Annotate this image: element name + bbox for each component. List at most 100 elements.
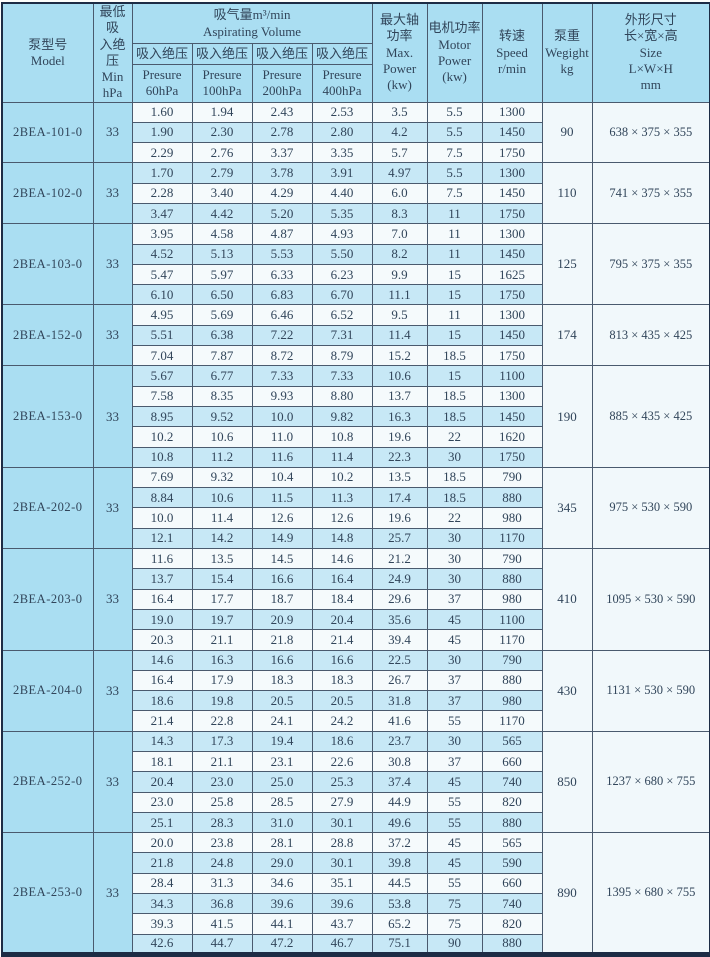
table-row: 3.47 4.42 5.20 5.35 8.3 11 1750	[2, 202, 710, 225]
volume-200hpa-cell: 16.6	[251, 568, 313, 590]
volume-400hpa-cell: 2.53	[311, 101, 373, 123]
volume-60hpa-cell: 42.6	[131, 933, 193, 955]
volume-60hpa-cell: 1.70	[131, 162, 193, 184]
motor-power-cell: 55	[426, 872, 483, 895]
volume-100hpa-cell: 44.7	[191, 933, 253, 955]
volume-200hpa-cell: 29.0	[251, 852, 313, 874]
volume-60hpa-cell: 19.0	[131, 608, 193, 631]
motor-power-cell: 30	[426, 527, 483, 550]
model-cell: 2BEA-253-0	[1, 832, 94, 955]
speed-cell: 1170	[481, 527, 543, 550]
volume-100hpa-cell: 8.35	[191, 385, 253, 407]
volume-400hpa-cell: 8.80	[311, 385, 373, 407]
min-pressure-cell: 33	[92, 304, 133, 367]
motor-power-cell: 30	[426, 568, 483, 590]
volume-200hpa-cell: 47.2	[251, 933, 313, 955]
volume-200hpa-cell: 9.93	[251, 385, 313, 407]
volume-60hpa-cell: 4.52	[131, 243, 193, 265]
volume-200hpa-cell: 14.5	[251, 548, 313, 570]
max-power-cell: 10.6	[371, 365, 428, 387]
volume-400hpa-cell: 24.2	[311, 710, 373, 732]
volume-60hpa-cell: 39.3	[131, 913, 193, 935]
size-cell: 1237 × 680 × 755	[591, 730, 710, 834]
volume-100hpa-cell: 11.4	[191, 507, 253, 529]
table-row: 42.6 44.7 47.2 46.7 75.1 90 880	[2, 933, 710, 955]
max-power-cell: 26.7	[371, 669, 428, 692]
model-cell: 2BEA-152-0	[1, 304, 94, 367]
speed-cell: 1750	[481, 202, 543, 225]
volume-100hpa-cell: 11.2	[191, 446, 253, 468]
volume-400hpa-cell: 46.7	[311, 933, 373, 955]
volume-400hpa-cell: 2.80	[311, 121, 373, 144]
table-row: 39.3 41.5 44.1 43.7 65.2 75 820	[2, 913, 710, 935]
motor-power-cell: 37	[426, 750, 483, 773]
col-header-pressure-100: Presure 100hPa	[191, 63, 253, 103]
volume-60hpa-cell: 20.4	[131, 771, 193, 793]
speed-cell: 1300	[481, 304, 543, 326]
motor-power-cell: 30	[426, 730, 483, 753]
volume-60hpa-cell: 8.95	[131, 405, 193, 428]
motor-power-cell: 90	[426, 933, 483, 955]
volume-60hpa-cell: 2.29	[131, 142, 193, 164]
weight-cell: 890	[541, 832, 593, 955]
table-row: 4.52 5.13 5.53 5.50 8.2 11 1450	[2, 243, 710, 265]
max-power-cell: 8.2	[371, 243, 428, 265]
volume-400hpa-cell: 30.1	[311, 811, 373, 834]
volume-400hpa-cell: 3.91	[311, 162, 373, 184]
table-row: 2BEA-101-0 33 1.60 1.94 2.43 2.53 3.5 5.5 1300 90…	[1, 101, 710, 164]
col-header-pressure-200-label: 吸入绝压	[251, 43, 313, 65]
volume-60hpa-cell: 3.47	[131, 202, 193, 225]
speed-cell: 880	[481, 811, 543, 834]
volume-400hpa-cell: 7.31	[311, 324, 373, 347]
volume-60hpa-cell: 13.7	[131, 568, 193, 590]
volume-100hpa-cell: 28.3	[191, 811, 253, 834]
volume-100hpa-cell: 41.5	[191, 913, 253, 935]
col-header-aspirating-volume: 吸气量m³/min Aspirating Volume	[131, 2, 373, 45]
volume-100hpa-cell: 17.3	[191, 730, 253, 753]
volume-200hpa-cell: 14.9	[251, 527, 313, 550]
motor-power-cell: 45	[426, 608, 483, 631]
max-power-cell: 6.0	[371, 182, 428, 204]
max-power-cell: 39.4	[371, 629, 428, 651]
max-power-cell: 19.6	[371, 507, 428, 529]
volume-200hpa-cell: 20.5	[251, 690, 313, 712]
volume-100hpa-cell: 16.3	[191, 649, 253, 671]
volume-60hpa-cell: 23.0	[131, 791, 193, 813]
volume-100hpa-cell: 21.1	[191, 629, 253, 651]
speed-cell: 980	[481, 588, 543, 610]
motor-power-cell: 30	[426, 446, 483, 468]
volume-200hpa-cell: 10.0	[251, 405, 313, 428]
speed-cell: 590	[481, 852, 543, 874]
motor-power-cell: 45	[426, 629, 483, 651]
max-power-cell: 11.4	[371, 324, 428, 347]
volume-400hpa-cell: 18.6	[311, 730, 373, 753]
size-cell: 1131 × 530 × 590	[591, 649, 710, 732]
speed-cell: 1300	[481, 101, 543, 123]
volume-60hpa-cell: 14.6	[131, 649, 193, 671]
volume-400hpa-cell: 27.9	[311, 791, 373, 813]
volume-400hpa-cell: 20.4	[311, 608, 373, 631]
volume-200hpa-cell: 25.0	[251, 771, 313, 793]
volume-60hpa-cell: 1.90	[131, 121, 193, 144]
volume-60hpa-cell: 16.4	[131, 588, 193, 610]
volume-100hpa-cell: 17.7	[191, 588, 253, 610]
volume-60hpa-cell: 18.6	[131, 690, 193, 712]
table-row: 13.7 15.4 16.6 16.4 24.9 30 880	[2, 568, 710, 590]
col-header-pressure-60: Presure 60hPa	[131, 63, 193, 103]
speed-cell: 1300	[481, 162, 543, 184]
speed-cell: 660	[481, 872, 543, 895]
volume-100hpa-cell: 2.30	[191, 121, 253, 144]
weight-cell: 430	[541, 649, 593, 732]
size-cell: 1395 × 680 × 755	[591, 832, 710, 955]
table-row: 19.0 19.7 20.9 20.4 35.6 45 1100	[2, 608, 710, 631]
weight-cell: 110	[541, 162, 593, 225]
motor-power-cell: 18.5	[426, 385, 483, 407]
size-cell: 885 × 435 × 425	[591, 365, 710, 468]
model-cell: 2BEA-103-0	[1, 223, 94, 306]
max-power-cell: 53.8	[371, 893, 428, 915]
col-header-motor-power: 电机功率 Motor Power (kw)	[426, 2, 483, 103]
volume-200hpa-cell: 5.53	[251, 243, 313, 265]
volume-200hpa-cell: 7.22	[251, 324, 313, 347]
